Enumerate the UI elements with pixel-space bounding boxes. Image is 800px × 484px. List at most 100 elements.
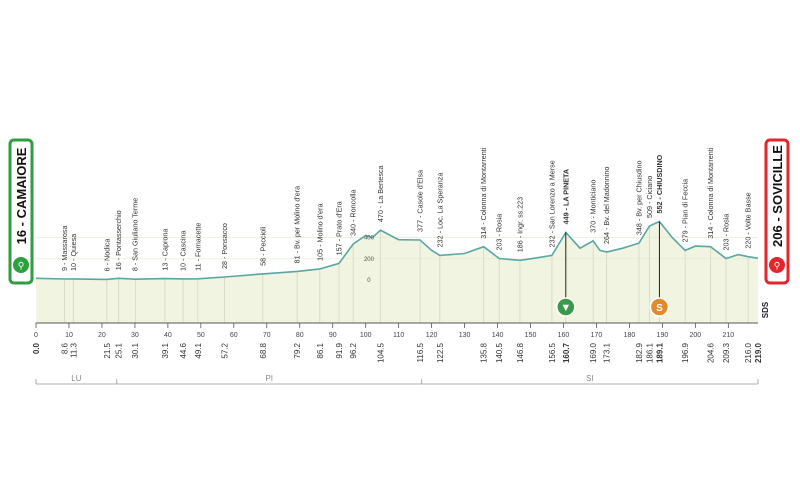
distance-label: 135.8	[480, 342, 489, 363]
x-axis-tick-label: 80	[296, 332, 304, 339]
x-axis-tick-label: 160	[558, 332, 570, 339]
province-label: PI	[265, 374, 273, 383]
distance-label: 11.3	[69, 342, 78, 358]
altitude-tick-label: 200	[364, 257, 375, 263]
finish-town-badge-frame	[764, 138, 790, 285]
place-label: 279 - Pian di Feccia	[681, 179, 690, 243]
place-label-layer: 9 - Massarosa 10 - Quiesa 6 - Nodica 16 - P…	[60, 147, 753, 271]
start-town-badge-label: 16 - CAMAIORE	[14, 147, 29, 244]
profile-area-layer: 0 200 400	[35, 220, 759, 323]
distance-label: 104.5	[377, 342, 386, 363]
distance-label: 91.9	[335, 342, 344, 358]
province-label: SI	[586, 374, 594, 383]
x-axis-tick-label: 130	[459, 332, 471, 339]
place-label: 203 - Rosia	[495, 214, 504, 251]
place-label: 509 - Ciciano	[645, 176, 654, 218]
brand-logo-text: SDS	[761, 301, 770, 318]
place-label: 8 - San Giuliano Terme	[131, 198, 140, 271]
x-axis-tick-label: 30	[131, 332, 139, 339]
climb-marker-layer: ▼ S	[556, 221, 670, 317]
x-axis-tick-label: 140	[492, 332, 504, 339]
distance-label: 204.6	[707, 342, 716, 363]
sprint-marker-icon	[649, 297, 670, 317]
x-axis-tick-label: 50	[197, 332, 205, 339]
place-label: 203 - Rosia	[722, 214, 731, 251]
distance-label: 21.5	[103, 342, 112, 358]
place-label: 81 - Bv. per Molino d'era	[293, 186, 302, 264]
place-label: 58 - Peccioli	[258, 226, 267, 266]
distance-label: 0.0	[32, 342, 41, 354]
distance-label: 44.6	[179, 342, 188, 358]
altitude-tick-label: 0	[367, 278, 371, 284]
distance-label: 169.0	[589, 342, 598, 363]
x-axis-tick-label: 110	[393, 332, 404, 339]
profile-area-fill	[36, 221, 758, 323]
x-axis-tick-label: 70	[263, 332, 271, 339]
start-bike-icon-glyph: ⚲	[18, 261, 25, 271]
place-label: 377 - Casole d'Elsa	[416, 170, 425, 232]
distance-label: 219.0	[754, 342, 763, 363]
x-axis-tick-label: 60	[230, 332, 238, 339]
marker-symbol: S	[656, 303, 663, 314]
finish-town-badge-label: 206 - SOVICILLE	[770, 145, 785, 247]
distance-label: 189.1	[655, 342, 664, 363]
place-label: 16 - Pontasserchio	[114, 210, 123, 270]
place-label: 220 - Volte Basse	[744, 192, 753, 248]
profile-line	[35, 220, 759, 281]
distance-label: 25.1	[115, 342, 124, 358]
start-town-badge: 16 - CAMAIORE ⚲	[8, 138, 34, 285]
place-label: 370 - Monticiano	[589, 180, 598, 233]
kom-marker-icon	[556, 297, 576, 317]
x-axis-tick-label: 100	[360, 332, 372, 339]
x-axis-tick-label: 200	[690, 332, 702, 339]
place-label: 6 - Nodica	[102, 239, 111, 272]
distance-label: 186.1	[646, 342, 655, 363]
start-town-badge-frame	[8, 138, 34, 285]
distance-label: 49.1	[194, 342, 203, 358]
place-label: 13 - Caprona	[160, 229, 169, 271]
x-axis-tick-label: 0	[34, 332, 38, 339]
province-label: LU	[71, 374, 81, 383]
distance-label: 216.0	[744, 342, 753, 363]
distance-label: 8.6	[60, 342, 69, 354]
distance-label: 196.9	[681, 342, 690, 363]
x-axis-tick-label: 90	[329, 332, 337, 339]
distance-label: 122.5	[436, 342, 445, 363]
distance-label: 140.5	[495, 342, 504, 363]
place-label: 105 - Molino d'era	[315, 204, 324, 261]
distance-label: 116.5	[416, 342, 425, 362]
place-label: 9 - Massarosa	[60, 225, 69, 271]
distance-label: 68.8	[259, 342, 268, 358]
place-label: 157 - Prato d'Era	[334, 201, 343, 255]
place-label: 340 - Roncolla	[349, 190, 358, 236]
place-label: 232 - San Lorenzo a Merse	[547, 160, 556, 247]
x-axis-tick-label: 180	[624, 332, 636, 339]
distance-label: 160.7	[562, 342, 571, 363]
altitude-tick-label: 400	[364, 236, 375, 242]
place-label: 449 - LA PINETA	[561, 169, 570, 225]
place-label: 314 - Colonna di Montarrenti	[479, 147, 488, 238]
place-label: 186 - Ingr. ss.223	[515, 197, 524, 253]
distance-label: 209.3	[722, 342, 731, 363]
start-bike-icon	[13, 257, 29, 273]
place-label: 264 - Bv. del Madonnino	[602, 167, 611, 244]
town-badge-layer: 16 - CAMAIORE ⚲ 206 - SOVICILLE ⚲	[8, 138, 790, 285]
finish-bike-icon-glyph: ⚲	[774, 261, 781, 271]
place-label: 11 - Fornacette	[193, 223, 202, 271]
x-axis-tick-label: 10	[65, 332, 73, 339]
x-axis-tick-label: 190	[657, 332, 669, 339]
distance-label: 146.8	[516, 342, 525, 363]
distance-label: 96.2	[349, 342, 358, 358]
place-label: 314 - Colonna di Montarrenti	[706, 147, 715, 238]
finish-bike-icon	[769, 257, 785, 273]
distance-label: 86.1	[316, 342, 325, 358]
place-label: 28 - Ponsacco	[220, 223, 229, 269]
distance-label: 156.5	[548, 342, 557, 363]
place-label: 552 - CHIUSDINO	[655, 154, 664, 213]
distance-label: 173.1	[603, 342, 612, 363]
distance-label: 57.2	[221, 342, 230, 358]
x-axis-tick-label: 150	[525, 332, 537, 339]
distance-label: 182.9	[635, 342, 644, 363]
place-label: 10 - Quiesa	[69, 234, 78, 271]
